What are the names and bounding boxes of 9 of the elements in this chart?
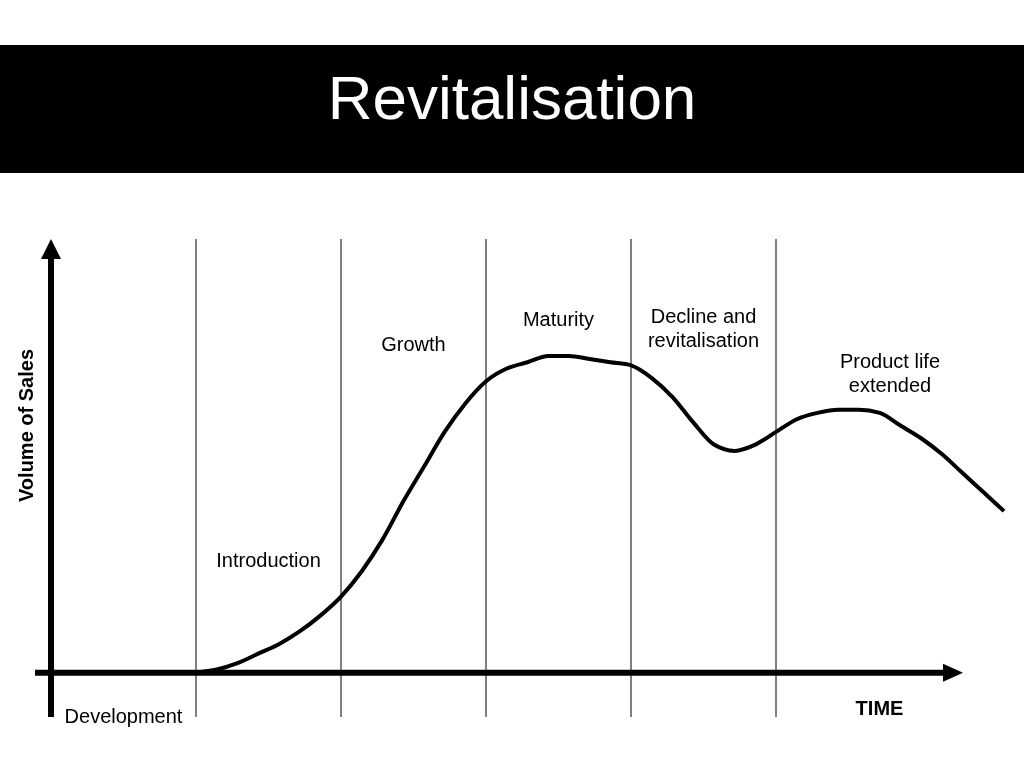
- text: Maturity: [522, 307, 595, 330]
- text: Development: [64, 704, 183, 727]
- text: Growth: [381, 333, 446, 356]
- x-axis-title: TIME: [855, 696, 904, 719]
- text: Decline and revitalisation: [647, 305, 760, 352]
- y-axis-title: Volume of Sales: [14, 348, 37, 503]
- annotation: Introduction: [216, 548, 321, 571]
- chart-title: Revitalisation: [327, 63, 697, 132]
- annotation: Product life extended: [839, 349, 941, 396]
